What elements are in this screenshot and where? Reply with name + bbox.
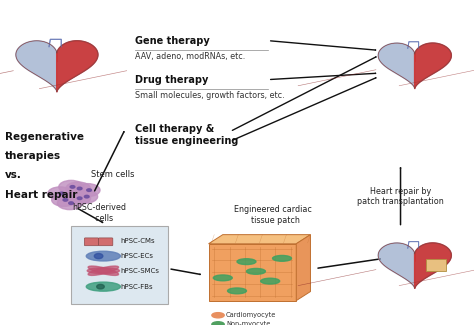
Polygon shape xyxy=(16,41,98,92)
Ellipse shape xyxy=(212,322,224,325)
Ellipse shape xyxy=(273,255,292,261)
Ellipse shape xyxy=(66,192,91,205)
Text: Stem cells: Stem cells xyxy=(91,170,135,179)
Text: Engineered cardiac
  tissue patch: Engineered cardiac tissue patch xyxy=(234,205,311,225)
FancyBboxPatch shape xyxy=(84,238,99,246)
Ellipse shape xyxy=(94,254,103,259)
Ellipse shape xyxy=(84,195,89,198)
Ellipse shape xyxy=(77,197,82,200)
Ellipse shape xyxy=(48,187,73,200)
Polygon shape xyxy=(378,243,451,288)
Text: Heart repair by
patch transplantation: Heart repair by patch transplantation xyxy=(357,187,444,206)
Text: Gene therapy: Gene therapy xyxy=(135,36,210,46)
Ellipse shape xyxy=(212,313,224,318)
Ellipse shape xyxy=(73,190,98,203)
Polygon shape xyxy=(415,43,451,88)
Polygon shape xyxy=(209,244,296,301)
Ellipse shape xyxy=(52,193,76,206)
Text: hPSC-ECs: hPSC-ECs xyxy=(121,253,154,259)
Ellipse shape xyxy=(261,278,280,284)
Text: therapies: therapies xyxy=(5,151,61,161)
Ellipse shape xyxy=(69,202,73,204)
Ellipse shape xyxy=(86,251,120,261)
Text: Non-myocyte: Non-myocyte xyxy=(226,321,271,325)
Ellipse shape xyxy=(88,266,118,275)
Text: hPSC-CMs: hPSC-CMs xyxy=(121,238,155,244)
Text: vs.: vs. xyxy=(5,171,22,180)
Polygon shape xyxy=(378,43,451,88)
Ellipse shape xyxy=(70,186,75,188)
Text: hPSC-FBs: hPSC-FBs xyxy=(121,284,154,290)
Ellipse shape xyxy=(63,199,68,201)
Ellipse shape xyxy=(59,180,83,193)
Ellipse shape xyxy=(87,268,119,274)
Polygon shape xyxy=(209,235,310,244)
Ellipse shape xyxy=(66,182,91,195)
Text: Cell therapy &
tissue engineering: Cell therapy & tissue engineering xyxy=(135,124,238,146)
Ellipse shape xyxy=(246,268,265,274)
Ellipse shape xyxy=(86,282,120,291)
Polygon shape xyxy=(296,235,310,301)
Ellipse shape xyxy=(59,192,64,195)
Text: Cardiomyocyte: Cardiomyocyte xyxy=(226,312,276,318)
Ellipse shape xyxy=(213,275,232,281)
Ellipse shape xyxy=(237,259,256,265)
Ellipse shape xyxy=(75,184,100,197)
Text: Drug therapy: Drug therapy xyxy=(135,75,209,84)
Text: Small molecules, growth factors, etc.: Small molecules, growth factors, etc. xyxy=(135,91,285,100)
Text: AAV, adeno, modRNAs, etc.: AAV, adeno, modRNAs, etc. xyxy=(135,52,246,61)
FancyBboxPatch shape xyxy=(71,226,168,304)
Ellipse shape xyxy=(97,284,104,289)
Polygon shape xyxy=(415,243,451,288)
Ellipse shape xyxy=(87,189,91,191)
Ellipse shape xyxy=(77,187,82,190)
Text: hPSC-SMCs: hPSC-SMCs xyxy=(121,268,160,274)
Text: Heart repair: Heart repair xyxy=(5,190,77,200)
Polygon shape xyxy=(57,41,98,92)
Ellipse shape xyxy=(88,266,118,275)
Ellipse shape xyxy=(228,288,246,294)
Ellipse shape xyxy=(57,197,82,210)
Text: hPSC-derived
    cells: hPSC-derived cells xyxy=(73,203,127,223)
Text: Regenerative: Regenerative xyxy=(5,132,84,141)
FancyBboxPatch shape xyxy=(99,238,113,246)
FancyBboxPatch shape xyxy=(427,259,446,271)
